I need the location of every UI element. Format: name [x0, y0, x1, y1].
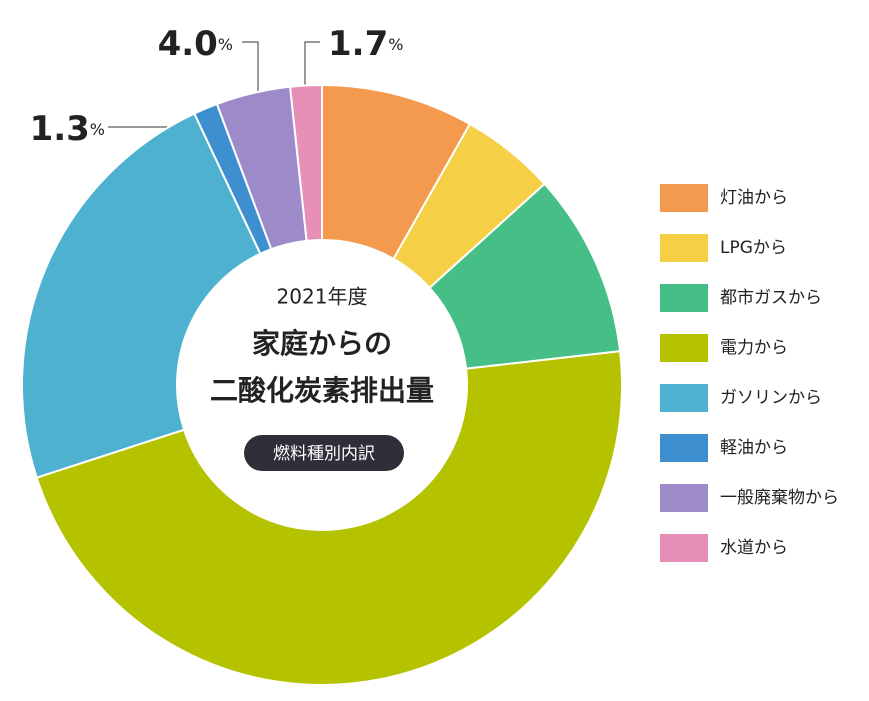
legend-swatch — [660, 434, 708, 462]
slice — [321, 83, 472, 261]
legend-swatch — [660, 184, 708, 212]
value-suffix: % — [388, 35, 403, 54]
legend-swatch — [660, 484, 708, 512]
legend-label: 一般廃棄物から — [720, 488, 839, 508]
chart-subtitle: 2021年度 — [277, 285, 368, 309]
value-label: 1.7% — [328, 24, 403, 64]
value-label: 1.3% — [30, 109, 105, 149]
value-number: 1.7 — [328, 24, 388, 64]
annotation-badge — [244, 435, 404, 471]
legend-swatch — [660, 234, 708, 262]
legend-swatch — [660, 334, 708, 362]
legend-swatch — [660, 384, 708, 412]
legend-label: 電力から — [720, 338, 788, 358]
legend-label: 水道から — [720, 538, 788, 558]
leader-line — [242, 41, 259, 100]
legend-swatch — [660, 284, 708, 312]
legend-label: 都市ガスから — [720, 288, 822, 308]
annotation: 燃料種別内訳 — [273, 444, 375, 464]
slice — [428, 182, 622, 370]
legend-label: 軽油から — [720, 438, 788, 458]
chart-title: 二酸化炭素排出量 — [210, 374, 434, 407]
legend-label: ガソリンから — [720, 388, 822, 408]
leader-line — [304, 41, 320, 95]
slice — [21, 112, 262, 479]
chart-title: 家庭からの — [252, 327, 392, 360]
slice — [35, 350, 623, 686]
value-label: 4.0% — [158, 24, 233, 64]
value-suffix: % — [90, 120, 105, 139]
legend-label: LPGから — [720, 238, 787, 258]
value-number: 4.0 — [158, 24, 218, 64]
slice — [215, 85, 308, 251]
value-suffix: % — [218, 35, 233, 54]
slice — [392, 122, 546, 290]
legend-label: 灯油から — [720, 188, 788, 208]
legend-swatch — [660, 534, 708, 562]
value-number: 1.3 — [30, 109, 90, 149]
